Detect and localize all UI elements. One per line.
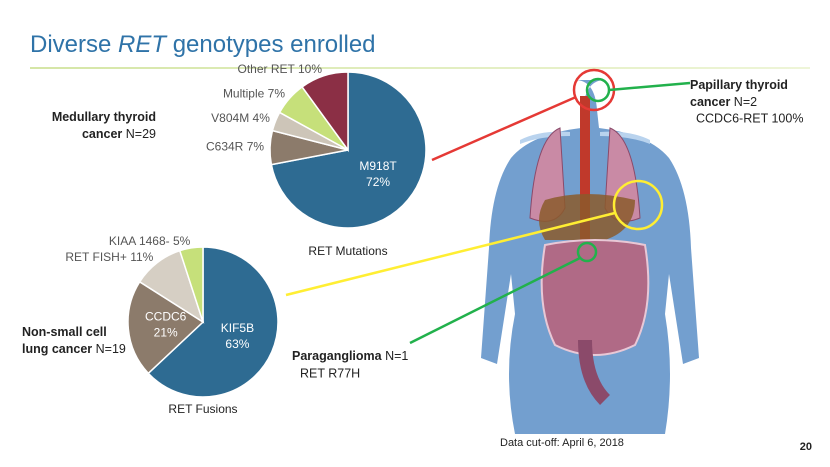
slice-label: M918T xyxy=(359,159,397,173)
title-part: Diverse xyxy=(30,31,118,58)
connector xyxy=(431,95,577,162)
slice-value: 11% xyxy=(130,250,153,264)
slice-value: 7% xyxy=(268,87,286,101)
pie-slice xyxy=(147,246,279,398)
slice-value: 72% xyxy=(366,175,390,189)
chart-title: RET Mutations xyxy=(308,244,387,258)
connector xyxy=(409,256,581,345)
slice-value: 4% xyxy=(253,111,271,125)
annotation: Paraganglioma N=1 xyxy=(292,349,408,363)
annotation-bold: Paraganglioma xyxy=(292,349,383,363)
slice-value: 63% xyxy=(225,337,249,351)
slice-category: KIAA 1468- xyxy=(109,234,170,248)
annotation: Papillary thyroid xyxy=(690,78,788,92)
annotation: cancer N=29 xyxy=(82,127,156,141)
slice-label: C634R 7% xyxy=(206,140,264,154)
annotation: cancer N=2 xyxy=(690,95,757,109)
slice-category: C634R xyxy=(206,140,244,154)
pie-slice xyxy=(127,280,205,375)
slice-value: 21% xyxy=(154,326,178,340)
footnote: Data cut-off: April 6, 2018 xyxy=(500,437,624,449)
slice-label: Multiple 7% xyxy=(223,87,285,101)
slice-label: RET FISH+ 11% xyxy=(65,250,153,264)
title-rule xyxy=(30,67,810,69)
annotation-detail: CCDC6-RET 100% xyxy=(696,111,803,125)
slice-category: Multiple xyxy=(223,87,265,101)
annotation-text: N=19 xyxy=(96,342,126,356)
slice-label: CCDC6 xyxy=(145,310,187,324)
annotation-bold: cancer xyxy=(82,127,122,141)
annotation-text: N=2 xyxy=(734,95,757,109)
slice-label: KIAA 1468- 5% xyxy=(109,234,191,248)
slice-category: RET FISH+ xyxy=(65,250,126,264)
connector xyxy=(285,211,616,297)
callout-circle xyxy=(576,241,598,263)
annotation-bold: Medullary thyroid xyxy=(52,110,156,124)
slice-label: KIF5B xyxy=(221,321,254,335)
title-part: genotypes enrolled xyxy=(166,31,375,58)
annotation-bold: lung cancer xyxy=(22,342,92,356)
chart-title: RET Fusions xyxy=(168,402,237,416)
slice-value: 7% xyxy=(247,140,265,154)
annotation-detail: RET R77H xyxy=(300,366,360,380)
slice-value: 5% xyxy=(173,234,191,248)
annotation: Medullary thyroid xyxy=(52,110,156,124)
annotation: Non-small cell xyxy=(22,325,107,339)
annotation-text: N=29 xyxy=(126,127,156,141)
title-part: RET xyxy=(118,31,168,58)
slice-label: Other RET 10% xyxy=(238,62,323,76)
annotation-bold: Papillary thyroid xyxy=(690,78,788,92)
annotation-text: N=1 xyxy=(385,349,408,363)
annotation-bold: Non-small cell xyxy=(22,325,107,339)
pie-slice xyxy=(301,71,349,153)
annotation: lung cancer N=19 xyxy=(22,342,126,356)
slice-category: V804M xyxy=(211,111,249,125)
connector xyxy=(608,81,691,92)
annotation-bold: cancer xyxy=(690,95,730,109)
pie-slice xyxy=(178,246,204,323)
callout-circle xyxy=(612,179,664,231)
slice-value: 10% xyxy=(298,62,322,76)
slice-category: Other RET xyxy=(238,62,296,76)
slide-title: Diverse RET genotypes enrolled xyxy=(30,31,376,58)
anatomy xyxy=(430,70,700,434)
slice-label: V804M 4% xyxy=(211,111,270,125)
page-number: 20 xyxy=(800,441,812,453)
